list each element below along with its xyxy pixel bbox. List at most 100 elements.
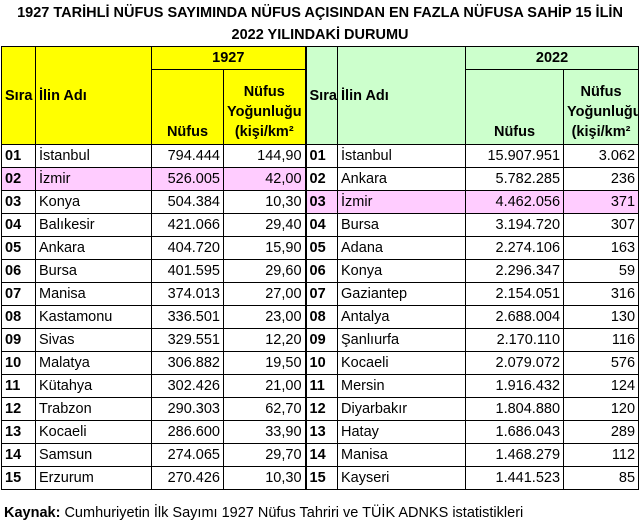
table-row: 11 Kütahya 302.426 21,00 11 Mersin 1.916.432 12…	[1, 374, 640, 398]
nufus-2022: 2.688.004	[465, 305, 565, 329]
il-adi-1927: Ankara	[35, 236, 152, 260]
yogunluk-2022: 124	[563, 374, 640, 398]
yogunluk-2022: 85	[563, 466, 640, 490]
sira-no-2022: 07	[304, 282, 339, 306]
il-adi-2022: Diyarbakır	[337, 397, 467, 421]
il-adi-2022: Kocaeli	[337, 351, 467, 375]
source-text: Cumhuriyetin İlk Sayımı 1927 Nüfus Tahri…	[60, 505, 524, 521]
table-row: 06 Bursa 401.595 29,60 06 Konya 2.296.347 59	[1, 259, 640, 283]
nufus-1927: 306.882	[151, 351, 224, 375]
il-adi-1927: Kocaeli	[35, 420, 152, 444]
nufus-2022: 2.170.110	[465, 328, 565, 352]
yogunluk-2022: 289	[563, 420, 640, 444]
yogunluk-1927: 19,50	[222, 351, 307, 375]
sira-no-1927: 11	[1, 374, 36, 398]
yogunluk-1927: 42,00	[222, 167, 307, 191]
nufus-2022: 4.462.056	[465, 190, 565, 214]
yogunluk-1927: 33,90	[222, 420, 307, 444]
sira-no-2022: 15	[304, 466, 339, 490]
table-row: 07 Manisa 374.013 27,00 07 Gaziantep 2.154.051…	[1, 282, 640, 306]
yogunluk-1927: 27,00	[222, 282, 307, 306]
sira-no-1927: 03	[1, 190, 36, 214]
yogunluk-1927: 23,00	[222, 305, 307, 329]
yogunluk-2022: 316	[563, 282, 640, 306]
yogunluk-2022: 120	[563, 397, 640, 421]
nufus-1927: 504.384	[151, 190, 224, 214]
header-nufus-1927: Nüfus	[151, 69, 224, 145]
il-adi-2022: Hatay	[337, 420, 467, 444]
sira-no-2022: 10	[304, 351, 339, 375]
il-adi-2022: Konya	[337, 259, 467, 283]
nufus-1927: 404.720	[151, 236, 224, 260]
table-row: 01 İstanbul 794.444 144,90 01 İstanbul 15.907.…	[1, 144, 640, 168]
il-adi-2022: Adana	[337, 236, 467, 260]
sira-no-1927: 15	[1, 466, 36, 490]
il-adi-1927: Manisa	[35, 282, 152, 306]
table-row: 02 İzmir 526.005 42,00 02 Ankara 5.782.285 236	[1, 167, 640, 191]
yogunluk-1927: 62,70	[222, 397, 307, 421]
nufus-1927: 421.066	[151, 213, 224, 237]
sira-no-1927: 07	[1, 282, 36, 306]
yogunluk-1927: 21,00	[222, 374, 307, 398]
yogunluk-1927: 12,20	[222, 328, 307, 352]
sira-no-2022: 06	[304, 259, 339, 283]
yogunluk-2022: 236	[563, 167, 640, 191]
nufus-1927: 374.013	[151, 282, 224, 306]
source-label: Kaynak:	[4, 505, 61, 521]
page-title: 1927 TARİHLİ NÜFUS SAYIMINDA NÜFUS AÇISI…	[0, 0, 640, 46]
sira-no-2022: 05	[304, 236, 339, 260]
sira-no-1927: 04	[1, 213, 36, 237]
il-adi-2022: İzmir	[337, 190, 467, 214]
yogunluk-1927: 29,60	[222, 259, 307, 283]
yogunluk-1927: 15,90	[222, 236, 307, 260]
nufus-1927: 526.005	[151, 167, 224, 191]
nufus-2022: 2.296.347	[465, 259, 565, 283]
nufus-2022: 2.274.106	[465, 236, 565, 260]
il-adi-2022: Gaziantep	[337, 282, 467, 306]
nufus-1927: 336.501	[151, 305, 224, 329]
il-adi-1927: Samsun	[35, 443, 152, 467]
source-note: Kaynak: Cumhuriyetin İlk Sayımı 1927 Nüf…	[4, 503, 523, 523]
sira-no-1927: 05	[1, 236, 36, 260]
sira-no-1927: 12	[1, 397, 36, 421]
sira-no-1927: 09	[1, 328, 36, 352]
yogunluk-1927: 10,30	[222, 466, 307, 490]
il-adi-1927: Bursa	[35, 259, 152, 283]
nufus-2022: 2.154.051	[465, 282, 565, 306]
nufus-2022: 1.441.523	[465, 466, 565, 490]
nufus-2022: 1.916.432	[465, 374, 565, 398]
yogunluk-2022: 59	[563, 259, 640, 283]
il-adi-2022: İstanbul	[337, 144, 467, 168]
sira-no-1927: 06	[1, 259, 36, 283]
yogunluk-2022: 3.062	[563, 144, 640, 168]
il-adi-1927: Kastamonu	[35, 305, 152, 329]
yogunluk-2022: 116	[563, 328, 640, 352]
sira-no-2022: 03	[304, 190, 339, 214]
sira-no-1927: 01	[1, 144, 36, 168]
nufus-1927: 329.551	[151, 328, 224, 352]
table-row: 09 Sivas 329.551 12,20 09 Şanlıurfa 2.170.110 1…	[1, 328, 640, 352]
yogunluk-2022: 371	[563, 190, 640, 214]
yogunluk-1927: 29,70	[222, 443, 307, 467]
il-adi-2022: Şanlıurfa	[337, 328, 467, 352]
il-adi-2022: Antalya	[337, 305, 467, 329]
sira-no-1927: 14	[1, 443, 36, 467]
nufus-2022: 3.194.720	[465, 213, 565, 237]
sira-no-2022: 13	[304, 420, 339, 444]
header-il-adi-2022: İlin Adı	[337, 46, 467, 145]
yogunluk-2022: 576	[563, 351, 640, 375]
il-adi-2022: Manisa	[337, 443, 467, 467]
nufus-1927: 302.426	[151, 374, 224, 398]
sira-no-1927: 02	[1, 167, 36, 191]
sira-no-2022: 14	[304, 443, 339, 467]
nufus-1927: 290.303	[151, 397, 224, 421]
table-row: 08 Kastamonu 336.501 23,00 08 Antalya 2.688.00…	[1, 305, 640, 329]
sira-no-2022: 04	[304, 213, 339, 237]
sira-no-2022: 08	[304, 305, 339, 329]
sira-no-1927: 13	[1, 420, 36, 444]
title-line-2: 2022 YILINDAKİ DURUMU	[231, 27, 409, 43]
table-row: 15 Erzurum 270.426 10,30 15 Kayseri 1.441.523 8…	[1, 466, 640, 490]
header-yogunluk-2022: Nüfus Yoğunluğu (kişi/km²	[563, 69, 640, 145]
il-adi-1927: Konya	[35, 190, 152, 214]
il-adi-1927: İzmir	[35, 167, 152, 191]
